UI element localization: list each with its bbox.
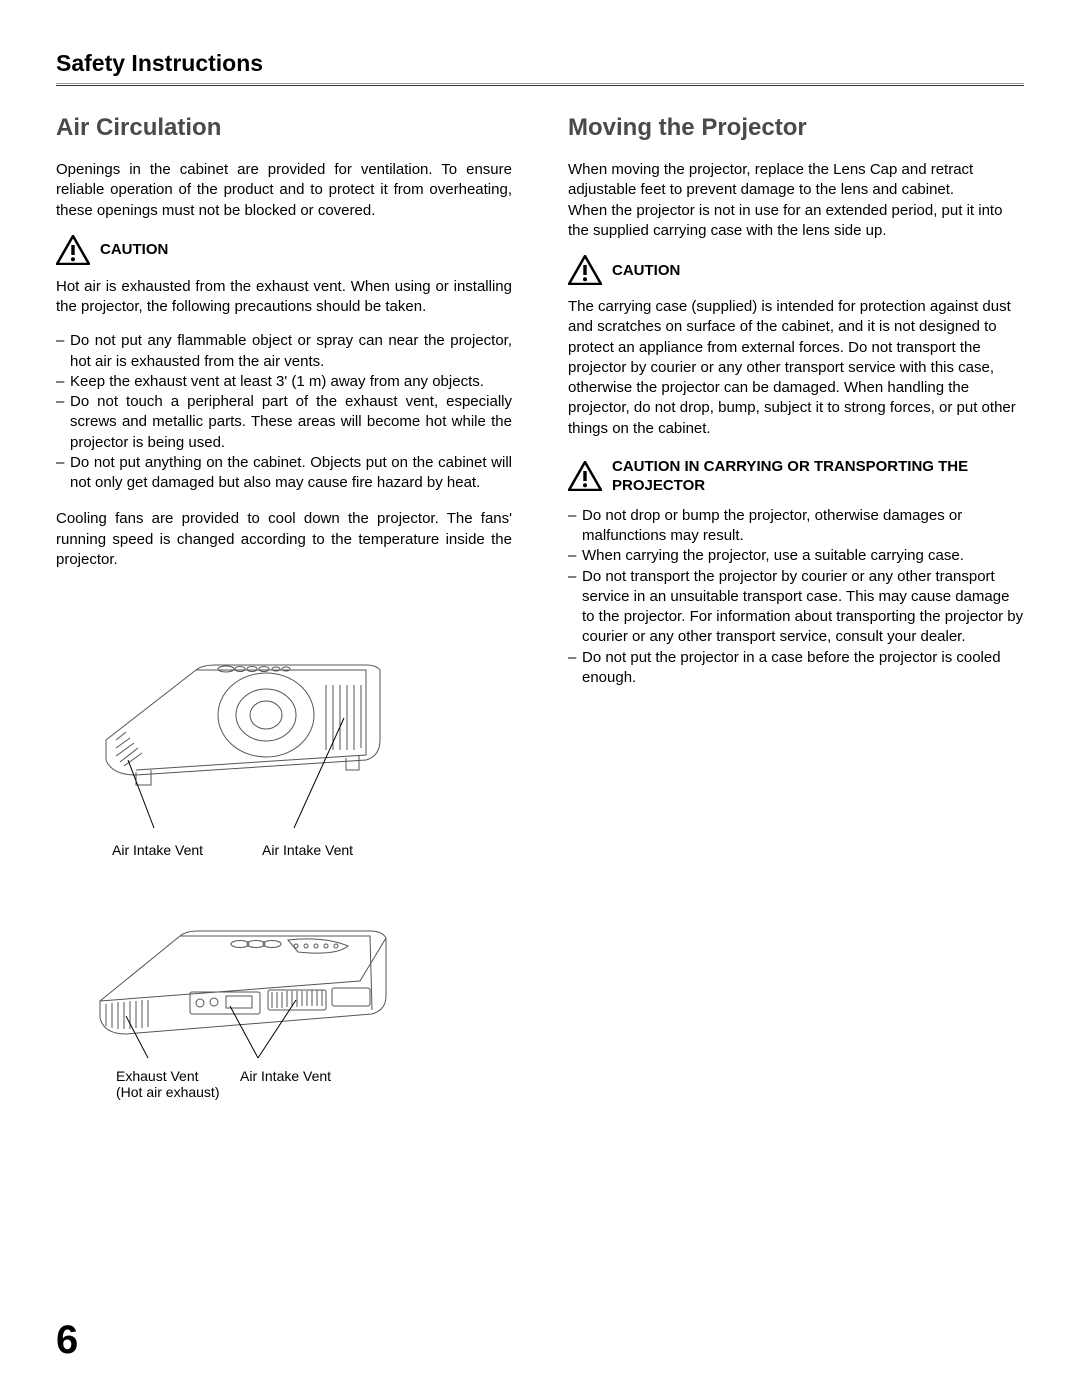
- air-circulation-intro: Openings in the cabinet are provided for…: [56, 160, 512, 221]
- carrying-case-para: The carrying case (supplied) is intended…: [568, 297, 1024, 439]
- page-header-title: Safety Instructions: [56, 50, 1024, 77]
- left-column: Air Circulation Openings in the cabinet …: [56, 114, 512, 1100]
- warning-triangle-icon: [56, 235, 90, 265]
- projector-front-figure: Air Intake Vent Air Intake Vent: [56, 610, 512, 858]
- right-column: Moving the Projector When moving the pro…: [568, 114, 1024, 1100]
- air-circulation-heading: Air Circulation: [56, 114, 512, 142]
- transport-item: When carrying the projector, use a suita…: [568, 546, 1024, 566]
- fig2-label-a: Exhaust Vent: [116, 1068, 236, 1084]
- fig2-label-b: Air Intake Vent: [240, 1068, 331, 1084]
- moving-p2: When the projector is not in use for an …: [568, 201, 1024, 242]
- transport-item: Do not drop or bump the projector, other…: [568, 506, 1024, 547]
- transport-item: Do not transport the projector by courie…: [568, 567, 1024, 648]
- warning-triangle-icon: [568, 461, 602, 491]
- caution-label-3: CAUTION IN CARRYING OR TRANSPORTING THE …: [612, 457, 1024, 496]
- transport-item: Do not put the projector in a case befor…: [568, 648, 1024, 689]
- caution-label-2: CAUTION: [612, 262, 680, 279]
- transport-precautions-list: Do not drop or bump the projector, other…: [568, 506, 1024, 688]
- caution-label-1: CAUTION: [100, 241, 168, 258]
- moving-projector-heading: Moving the Projector: [568, 114, 1024, 142]
- precaution-item: Do not put any flammable object or spray…: [56, 331, 512, 372]
- projector-back-svg: [80, 906, 410, 1066]
- projector-front-svg: [76, 610, 416, 840]
- caution-row-2: CAUTION: [568, 255, 1024, 285]
- caution-row-3: CAUTION IN CARRYING OR TRANSPORTING THE …: [568, 457, 1024, 496]
- caution-row-1: CAUTION: [56, 235, 512, 265]
- content-columns: Air Circulation Openings in the cabinet …: [56, 114, 1024, 1100]
- precautions-list: Do not put any flammable object or spray…: [56, 331, 512, 493]
- hot-air-para: Hot air is exhausted from the exhaust ve…: [56, 277, 512, 318]
- cooling-fans-para: Cooling fans are provided to cool down t…: [56, 509, 512, 570]
- moving-p1: When moving the projector, replace the L…: [568, 160, 1024, 201]
- page-number: 6: [56, 1318, 78, 1363]
- fig1-labels: Air Intake Vent Air Intake Vent: [76, 842, 512, 858]
- precaution-item: Do not touch a peripheral part of the ex…: [56, 392, 512, 453]
- fig1-label-b: Air Intake Vent: [262, 842, 353, 858]
- precaution-item: Do not put anything on the cabinet. Obje…: [56, 453, 512, 494]
- warning-triangle-icon: [568, 255, 602, 285]
- page: Safety Instructions Air Circulation Open…: [0, 0, 1080, 1397]
- fig2-label-a-sub: (Hot air exhaust): [116, 1084, 512, 1100]
- fig2-labels: Exhaust Vent Air Intake Vent: [80, 1068, 512, 1084]
- header-rule: [56, 83, 1024, 86]
- fig1-label-a: Air Intake Vent: [112, 842, 262, 858]
- precaution-item: Keep the exhaust vent at least 3' (1 m) …: [56, 372, 512, 392]
- projector-back-figure: Exhaust Vent Air Intake Vent (Hot air ex…: [56, 906, 512, 1100]
